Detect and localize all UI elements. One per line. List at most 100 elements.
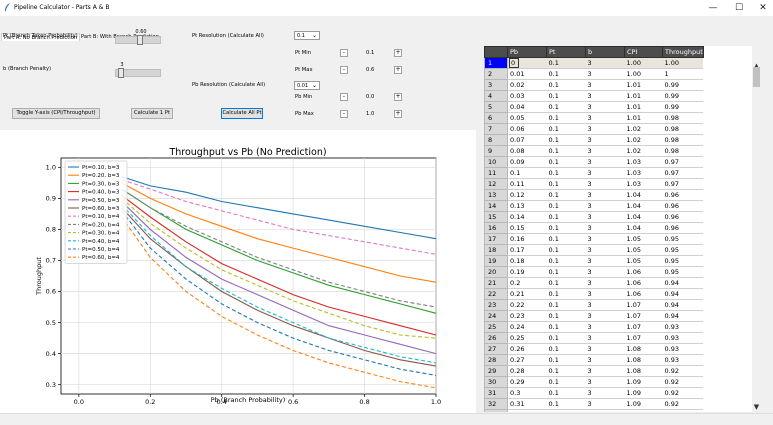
table-cell[interactable]: 0.1 bbox=[546, 266, 586, 278]
table-cell[interactable]: 3 bbox=[585, 288, 625, 300]
table-row[interactable]: 20 0.19 0.1 3 1.06 0.95 bbox=[484, 266, 704, 278]
table-cell[interactable]: 0.3 bbox=[507, 387, 547, 399]
table-cell[interactable]: 0.02 bbox=[507, 79, 547, 91]
table-cell[interactable]: 0.1 bbox=[546, 277, 586, 289]
table-cell[interactable]: 0.1 bbox=[546, 90, 586, 102]
table-cell[interactable]: 0.1 bbox=[546, 321, 586, 333]
table-cell[interactable]: 0.94 bbox=[662, 299, 704, 311]
table-cell[interactable]: 0.95 bbox=[662, 266, 704, 278]
table-cell[interactable]: 0.1 bbox=[546, 211, 586, 223]
table-cell[interactable]: 0.1 bbox=[546, 178, 586, 190]
table-cell[interactable]: 3 bbox=[585, 233, 625, 245]
table-cell[interactable]: 0.99 bbox=[662, 101, 704, 113]
row-number[interactable]: 4 bbox=[484, 90, 508, 102]
table-cell[interactable]: 0.1 bbox=[507, 167, 547, 179]
table-cell[interactable]: 0.1 bbox=[546, 255, 586, 267]
table-row[interactable]: 27 0.26 0.1 3 1.08 0.93 bbox=[484, 343, 704, 355]
table-cell[interactable]: 0.97 bbox=[662, 178, 704, 190]
table-cell[interactable]: 1.03 bbox=[624, 178, 663, 190]
table-cell[interactable]: 3 bbox=[585, 178, 625, 190]
row-number[interactable]: 22 bbox=[484, 288, 508, 300]
row-number[interactable]: 32 bbox=[484, 398, 508, 410]
table-cell[interactable]: 0.1 bbox=[546, 145, 586, 157]
row-number[interactable]: 27 bbox=[484, 343, 508, 355]
row-number[interactable]: 7 bbox=[484, 123, 508, 135]
row-number[interactable]: 26 bbox=[484, 332, 508, 344]
row-number[interactable]: 10 bbox=[484, 156, 508, 168]
table-cell[interactable]: 3 bbox=[585, 101, 625, 113]
table-cell[interactable]: 0.1 bbox=[546, 200, 586, 212]
row-number[interactable]: 30 bbox=[484, 376, 508, 388]
table-cell[interactable]: 1.05 bbox=[624, 233, 663, 245]
table-cell[interactable]: 0.1 bbox=[546, 189, 586, 201]
table-cell[interactable]: 3 bbox=[585, 244, 625, 256]
table-row[interactable]: 11 0.1 0.1 3 1.03 0.97 bbox=[484, 167, 704, 179]
table-cell[interactable]: 1.01 bbox=[624, 112, 663, 124]
column-header[interactable]: b bbox=[585, 46, 625, 58]
table-cell[interactable]: 0.92 bbox=[662, 376, 704, 388]
toggle-y-axis-button[interactable]: Toggle Y-axis (CPI/Throughput) bbox=[12, 108, 100, 119]
table-cell[interactable]: 0.1 bbox=[546, 332, 586, 344]
column-header[interactable]: Pt bbox=[546, 46, 586, 58]
table-cell[interactable]: 0.1 bbox=[546, 167, 586, 179]
row-number[interactable]: 29 bbox=[484, 365, 508, 377]
table-cell[interactable]: 0.26 bbox=[507, 343, 547, 355]
row-number[interactable]: 6 bbox=[484, 112, 508, 124]
table-cell[interactable]: 1.02 bbox=[624, 123, 663, 135]
table-cell[interactable]: 0.1 bbox=[546, 68, 586, 80]
row-number[interactable]: 11 bbox=[484, 167, 508, 179]
table-cell[interactable]: 3 bbox=[585, 200, 625, 212]
table-cell[interactable]: 0.93 bbox=[662, 332, 704, 344]
table-row[interactable]: 14 0.13 0.1 3 1.04 0.96 bbox=[484, 200, 704, 212]
calculate-one-pt-button[interactable]: Calculate 1 Pt bbox=[131, 108, 173, 119]
table-cell[interactable]: 0.1 bbox=[546, 409, 586, 412]
table-cell[interactable]: 3 bbox=[585, 68, 625, 80]
table-cell[interactable]: 0.1 bbox=[546, 101, 586, 113]
table-row[interactable]: 5 0.04 0.1 3 1.01 0.99 bbox=[484, 101, 704, 113]
pt-resolution-select[interactable]: 0.1 ⌄ bbox=[294, 31, 320, 40]
table-cell[interactable]: 1.04 bbox=[624, 222, 663, 234]
table-cell[interactable]: 0 bbox=[507, 57, 547, 69]
table-cell[interactable]: 3 bbox=[585, 90, 625, 102]
row-number[interactable]: 24 bbox=[484, 310, 508, 322]
table-cell[interactable]: 1.01 bbox=[624, 101, 663, 113]
table-row[interactable]: 13 0.12 0.1 3 1.04 0.96 bbox=[484, 189, 704, 201]
table-cell[interactable]: 0.1 bbox=[546, 310, 586, 322]
row-number[interactable]: 3 bbox=[484, 79, 508, 91]
row-number[interactable]: 9 bbox=[484, 145, 508, 157]
table-cell[interactable]: 3 bbox=[585, 365, 625, 377]
table-cell[interactable]: 0.98 bbox=[662, 112, 704, 124]
table-cell[interactable]: 0.1 bbox=[546, 376, 586, 388]
table-cell[interactable]: 0.22 bbox=[507, 299, 547, 311]
table-cell[interactable]: 1.06 bbox=[624, 266, 663, 278]
table-cell[interactable]: 1.00 bbox=[662, 57, 704, 69]
table-cell[interactable]: 0.1 bbox=[546, 112, 586, 124]
table-cell[interactable]: 0.06 bbox=[507, 123, 547, 135]
table-cell[interactable]: 0.1 bbox=[546, 343, 586, 355]
table-cell[interactable]: 0.96 bbox=[662, 211, 704, 223]
table-cell[interactable]: 0.91 bbox=[662, 409, 704, 412]
table-cell[interactable]: 3 bbox=[585, 57, 625, 69]
table-cell[interactable]: 0.98 bbox=[662, 134, 704, 146]
table-cell[interactable]: 1.01 bbox=[624, 79, 663, 91]
table-cell[interactable]: 0.1 bbox=[546, 156, 586, 168]
table-cell[interactable]: 1.03 bbox=[624, 167, 663, 179]
table-cell[interactable]: 1.02 bbox=[624, 145, 663, 157]
table-cell[interactable]: 1.08 bbox=[624, 365, 663, 377]
table-cell[interactable]: 0.23 bbox=[507, 310, 547, 322]
pt-max-increment[interactable]: + bbox=[394, 66, 402, 74]
table-cell[interactable]: 3 bbox=[585, 354, 625, 366]
row-number[interactable]: 15 bbox=[484, 211, 508, 223]
pb-min-decrement[interactable]: - bbox=[340, 93, 348, 101]
scroll-up-icon[interactable]: ▲ bbox=[753, 62, 760, 70]
table-cell[interactable]: 1.07 bbox=[624, 321, 663, 333]
table-row[interactable]: 21 0.2 0.1 3 1.06 0.94 bbox=[484, 277, 704, 289]
table-cell[interactable]: 0.1 bbox=[546, 233, 586, 245]
table-cell[interactable]: 1.07 bbox=[624, 299, 663, 311]
table-cell[interactable]: 0.04 bbox=[507, 101, 547, 113]
table-cell[interactable]: 0.98 bbox=[662, 145, 704, 157]
row-number[interactable]: 12 bbox=[484, 178, 508, 190]
table-cell[interactable]: 0.97 bbox=[662, 167, 704, 179]
table-cell[interactable]: 3 bbox=[585, 387, 625, 399]
table-cell[interactable]: 3 bbox=[585, 409, 625, 412]
